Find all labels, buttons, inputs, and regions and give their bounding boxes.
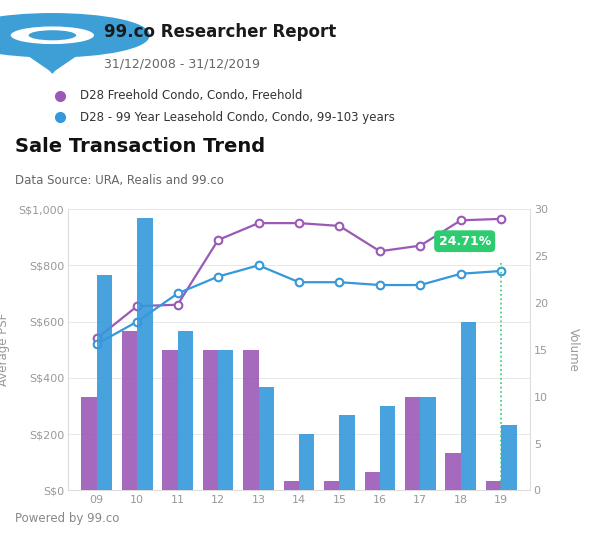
Y-axis label: Volume: Volume [567, 328, 580, 371]
Circle shape [0, 15, 148, 55]
Circle shape [29, 30, 76, 40]
Bar [82, 397, 97, 490]
Bar [122, 331, 137, 490]
Bar [243, 350, 259, 490]
Y-axis label: Average PSF: Average PSF [0, 313, 10, 386]
Bar [299, 434, 314, 490]
Text: D28 - 99 Year Leasehold Condo, Condo, 99-103 years: D28 - 99 Year Leasehold Condo, Condo, 99… [80, 110, 395, 124]
Bar [218, 350, 233, 490]
Bar [420, 397, 436, 490]
Bar [259, 388, 274, 490]
Text: 31/12/2008 - 31/12/2019: 31/12/2008 - 31/12/2019 [104, 58, 260, 71]
Text: 24.71%: 24.71% [439, 235, 491, 248]
Polygon shape [17, 47, 88, 72]
Bar [461, 322, 476, 490]
Bar [284, 481, 299, 490]
Bar [324, 481, 339, 490]
Text: 99.co Researcher Report: 99.co Researcher Report [104, 23, 336, 41]
Text: Powered by 99.co: Powered by 99.co [15, 512, 119, 525]
Text: Sale Transaction Trend: Sale Transaction Trend [15, 137, 265, 157]
Bar [137, 219, 152, 490]
Text: D28 Freehold Condo, Condo, Freehold: D28 Freehold Condo, Condo, Freehold [80, 89, 303, 102]
Bar [178, 331, 193, 490]
Bar [446, 453, 461, 490]
Polygon shape [37, 53, 67, 73]
Bar [365, 472, 380, 490]
Bar [203, 350, 218, 490]
Bar [486, 481, 501, 490]
Bar [405, 397, 420, 490]
Bar [97, 275, 112, 490]
Bar [501, 425, 516, 490]
Circle shape [11, 26, 94, 44]
Bar [339, 415, 355, 490]
Bar [162, 350, 178, 490]
Bar [380, 406, 395, 490]
Text: Data Source: URA, Realis and 99.co: Data Source: URA, Realis and 99.co [15, 174, 224, 187]
